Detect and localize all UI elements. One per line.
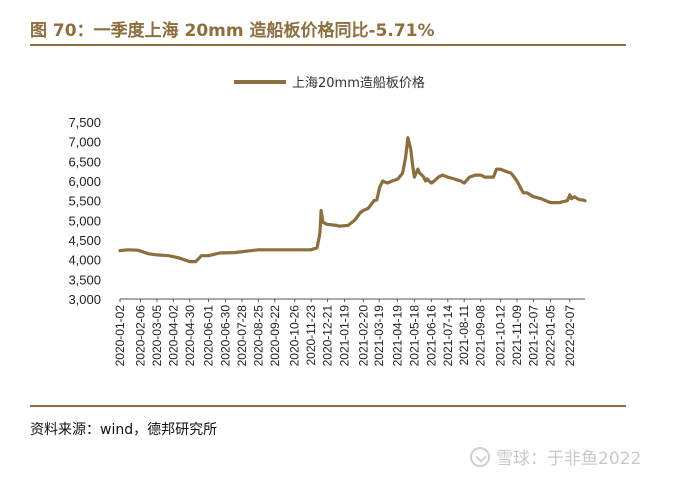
x-tick-label: 2021-03-19	[372, 305, 386, 367]
series-line-shipbuilding-plate-price	[118, 136, 587, 264]
x-tick-label: 2020-08-25	[251, 305, 265, 367]
y-tick-label: 7,000	[68, 135, 101, 150]
x-tick-label: 2020-11-23	[304, 305, 318, 366]
x-tick-label: 2020-09-22	[268, 305, 282, 367]
footer-divider	[30, 405, 626, 407]
x-tick-label: 2021-10-12	[494, 305, 508, 367]
x-tick-label: 2020-07-28	[235, 305, 249, 367]
chart-title: 图 70：一季度上海 20mm 造船板价格同比-5.71%	[30, 21, 435, 41]
y-tick-label: 4,000	[68, 253, 101, 268]
x-tick-label: 2020-12-21	[321, 305, 335, 367]
x-tick-label: 2021-08-11	[457, 305, 471, 366]
y-tick-label: 6,000	[68, 174, 101, 189]
x-tick-label: 2020-06-01	[202, 305, 216, 367]
y-tick-label: 4,500	[68, 233, 101, 248]
watermark-text: 雪球：于非鱼2022	[496, 449, 642, 469]
x-tick-label: 2020-06-30	[219, 305, 233, 367]
x-tick-label: 2021-04-19	[390, 305, 404, 367]
y-tick-label: 7,500	[68, 115, 101, 130]
x-tick-label: 2021-12-07	[526, 305, 540, 367]
source-note: 资料来源：wind，德邦研究所	[30, 422, 218, 438]
x-tick-label: 2021-05-18	[407, 305, 421, 367]
x-tick-label: 2021-01-19	[338, 305, 352, 367]
x-tick-label: 2022-02-07	[563, 305, 577, 367]
x-tick-label: 2020-10-26	[288, 305, 302, 367]
y-tick-label: 5,000	[68, 213, 101, 228]
line-chart: 上海20mm造船板价格 3,000 3,500 4,000 4,500 5,000 5,50…	[68, 75, 587, 367]
x-tick-label: 2022-01-05	[543, 305, 557, 367]
x-tick-label: 2020-03-05	[150, 305, 164, 367]
legend-label: 上海20mm造船板价格	[292, 75, 425, 91]
x-tick-label: 2021-11-09	[510, 305, 524, 366]
x-tick-label: 2020-02-06	[134, 305, 148, 367]
y-tick-label: 5,500	[68, 194, 101, 209]
y-tick-label: 3,000	[68, 292, 101, 307]
x-tick-label: 2021-09-08	[474, 305, 488, 367]
y-tick-label: 3,500	[68, 272, 101, 287]
watermark: 雪球：于非鱼2022	[470, 444, 641, 469]
title-divider	[30, 44, 626, 46]
snowball-logo-icon	[470, 446, 490, 467]
x-tick-label: 2020-04-02	[166, 305, 180, 367]
x-tick-label: 2021-02-20	[356, 305, 370, 367]
x-tick-label: 2020-01-02	[113, 305, 127, 367]
x-tick-label: 2021-06-16	[424, 305, 438, 367]
y-tick-label: 6,500	[68, 154, 101, 169]
x-tick-label: 2021-07-14	[441, 305, 455, 367]
x-tick-label: 2020-04-30	[183, 305, 197, 367]
